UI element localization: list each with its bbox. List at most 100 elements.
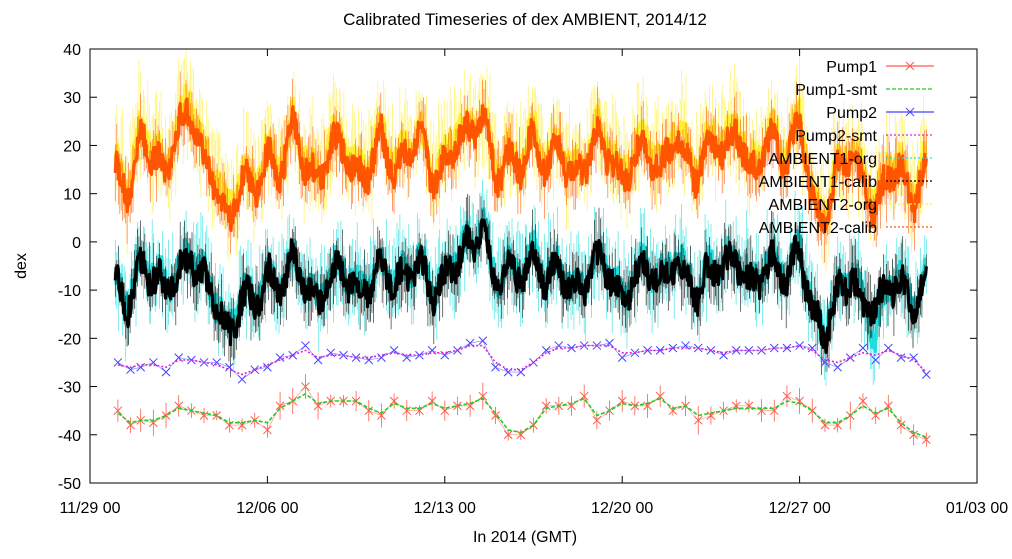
legend-label: AMBIENT1-org [769,151,877,168]
data-point [731,346,741,355]
data-point [275,353,285,362]
series-line [113,83,928,233]
data-point [871,411,880,420]
data-point [301,341,310,350]
data-point [820,358,830,367]
data-point [858,396,868,406]
data-point [402,353,412,362]
data-point [136,362,146,372]
x-tick-label: 12/27 00 [768,500,830,517]
data-point [113,358,123,367]
data-point [693,415,703,425]
data-point [313,355,323,365]
y-axis-label: dex [13,253,30,279]
y-tick-label: -10 [58,283,81,300]
data-point [364,406,374,416]
data-point [617,353,627,362]
series-line [117,392,927,438]
data-point [896,353,906,362]
series-ambient2-calib [113,71,928,263]
data-point [858,343,868,353]
data-point [263,425,272,435]
plot-frame [89,48,978,484]
data-point [503,430,513,440]
data-point [782,391,792,401]
data-point [161,367,171,377]
y-tick-label: -20 [58,331,81,348]
x-tick-label: 11/29 00 [59,500,120,517]
series-ambient1-calib [113,194,928,378]
y-tick-label: -50 [58,476,81,493]
data-point [263,362,272,372]
data-point [377,411,386,420]
data-point [478,391,488,401]
data-point [491,362,500,372]
data-point [478,336,488,346]
data-point [275,401,285,411]
legend-label: Pump2-smt [795,128,877,145]
legend-label: AMBIENT2-calib [759,220,877,237]
data-point [288,350,298,360]
axis-layer: 40 30 20 10 0 -10 -20 -30 -40 -50 11/29 00 12/06 00… [58,42,1008,517]
y-tick-label: -40 [58,428,81,445]
series-pump1 [113,374,931,447]
data-point [541,346,551,355]
y-tick-label: 40 [63,42,81,59]
data-point [921,370,931,379]
legend-label: Pump2 [826,105,877,122]
x-axis-label: In 2014 (GMT) [473,529,577,546]
series-line [113,97,928,234]
data-layer [113,48,931,447]
data-point [592,415,602,425]
data-point [516,430,526,440]
y-tick-label: 0 [72,235,81,252]
data-point [909,430,918,440]
chart-title: Calibrated Timeseries of dex AMBIENT, 20… [343,10,707,29]
data-point [896,420,906,430]
x-tick-label: 12/06 00 [236,500,298,517]
data-point [782,343,792,353]
data-point [871,355,880,365]
data-point [301,382,310,391]
data-point [113,406,123,416]
y-tick-label: 30 [63,90,81,107]
data-point [491,411,500,420]
data-point [909,353,918,362]
y-tick-label: 10 [63,187,81,204]
data-point [567,343,576,353]
x-tick-label: 12/20 00 [591,500,653,517]
data-point [605,338,614,348]
legend-label: AMBIENT1-calib [759,174,877,191]
series-line [113,218,928,355]
data-point [250,365,260,375]
series-pump1-smt [117,392,927,438]
data-point [643,401,652,411]
legend-label: Pump1 [826,59,877,76]
data-point [668,343,678,353]
data-point [237,374,247,384]
data-point [795,341,804,350]
data-point [161,411,171,420]
data-point [845,353,855,362]
data-point [833,362,842,372]
x-tick-label: 12/13 00 [414,500,476,517]
legend: Pump1 Pump1-smt Pump2 Pump2-smt AMBIENT1-org… [759,59,934,237]
legend-label: Pump1-smt [795,82,877,99]
data-point [807,343,817,353]
data-point [126,365,135,375]
series-pump2 [113,336,931,384]
data-point [377,353,386,362]
x-tick-label: 01/03 00 [946,500,1008,517]
y-tick-label: 20 [63,138,81,155]
legend-marker [905,61,915,71]
data-point [415,406,424,416]
data-point [225,362,234,372]
data-point [453,401,462,411]
legend-label: AMBIENT2-org [769,197,877,214]
data-point [643,346,652,355]
data-point [655,346,665,355]
data-point [174,353,184,362]
y-tick-label: -30 [58,380,81,397]
data-point [795,396,804,406]
